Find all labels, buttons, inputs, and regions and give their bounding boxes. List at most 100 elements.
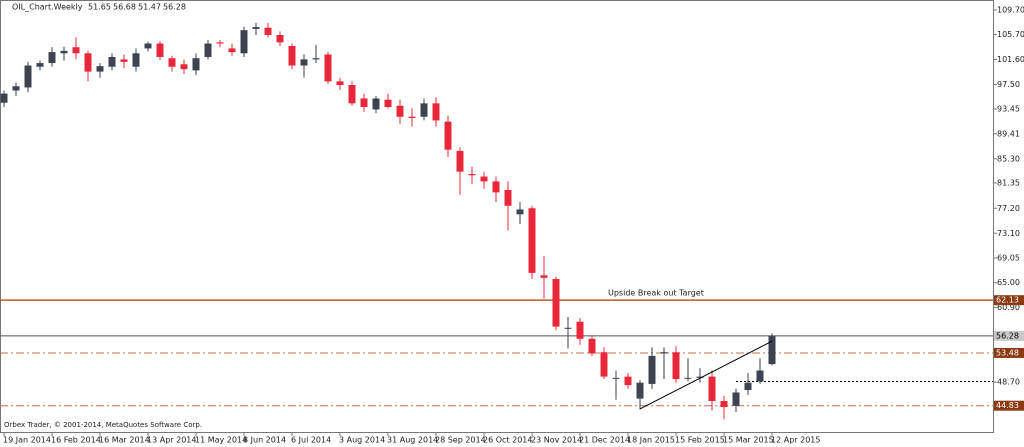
- level-label-bg: [994, 295, 1024, 306]
- candle-body: [84, 53, 92, 72]
- y-tick-label: 105.70: [997, 30, 1024, 39]
- candle-body: [432, 103, 440, 121]
- candle-body: [60, 50, 68, 54]
- candle-body: [696, 376, 704, 378]
- candle-body: [144, 43, 152, 49]
- y-tick-label: 69.05: [997, 253, 1020, 262]
- y-tick-label: 93.45: [997, 105, 1020, 114]
- candle-body: [408, 116, 416, 118]
- ohlc-close: 56.28: [163, 3, 186, 12]
- candle-body: [120, 59, 128, 62]
- candle-body: [108, 56, 116, 67]
- candle-body: [372, 98, 380, 110]
- ohlc-low: 51.47: [138, 3, 161, 12]
- x-tick-label: 3 Aug 2014: [339, 436, 385, 445]
- candle-body: [132, 53, 140, 67]
- y-tick-label: 73.10: [997, 229, 1020, 238]
- x-tick-label: 31 Aug 2014: [387, 436, 438, 445]
- candle-body: [348, 85, 356, 104]
- candle-body: [444, 121, 452, 150]
- candle-body: [396, 105, 404, 117]
- candle-body: [552, 279, 560, 327]
- candle-body: [264, 27, 272, 36]
- candle-body: [756, 370, 764, 382]
- candle-body: [228, 48, 236, 53]
- level-label-bg: [994, 330, 1024, 341]
- candle-body: [504, 189, 512, 206]
- candle-body: [72, 47, 80, 54]
- candle-body: [576, 321, 584, 339]
- ohlc-open: 51.65: [88, 3, 111, 12]
- candle-body: [180, 64, 188, 70]
- y-tick-label: 81.35: [997, 178, 1020, 187]
- candle-body: [192, 58, 200, 71]
- ohlc-high: 56.68: [113, 3, 136, 12]
- candle-body: [708, 376, 716, 402]
- candle-body: [312, 58, 320, 60]
- candle-body: [468, 174, 476, 176]
- candle-body: [624, 376, 632, 386]
- candle-body: [240, 30, 248, 54]
- candle-body: [96, 66, 104, 72]
- x-tick-label: 19 Jan 2014: [3, 436, 51, 445]
- candle-body: [24, 65, 32, 88]
- candle-body: [720, 401, 728, 408]
- candle-body: [540, 275, 548, 278]
- chart-title: OIL_Chart.Weekly: [12, 3, 83, 12]
- x-tick-label: 15 Feb 2015: [675, 436, 725, 445]
- candle-body: [384, 99, 392, 107]
- level-label-bg: [994, 347, 1024, 358]
- level-label: 56.28: [996, 331, 1019, 340]
- x-tick-label: 12 Apr 2015: [771, 436, 820, 445]
- x-tick-label: 26 Oct 2014: [483, 436, 532, 445]
- candle-body: [360, 98, 368, 107]
- candle-body: [48, 52, 56, 64]
- copyright: Orbex Trader, © 2001-2014, MetaQuotes So…: [4, 421, 202, 429]
- x-tick-label: 6 Jul 2014: [291, 436, 331, 445]
- plot-frame: [0, 0, 994, 433]
- candle-body: [684, 377, 692, 379]
- candle-body: [480, 176, 488, 182]
- y-tick-label: 48.70: [997, 378, 1020, 387]
- candle-body: [168, 58, 176, 67]
- candle-body: [528, 208, 536, 273]
- candle-body: [36, 63, 44, 67]
- level-label: 53.48: [996, 348, 1019, 357]
- y-tick-label: 101.60: [997, 55, 1024, 64]
- x-tick-label: 11 May 2014: [195, 436, 247, 445]
- candle-body: [660, 352, 668, 354]
- candle-body: [288, 45, 296, 66]
- candle-body: [588, 338, 596, 354]
- candle-body: [516, 209, 524, 215]
- y-tick-label: 109.70: [997, 6, 1024, 15]
- x-tick-label: 8 Jun 2014: [243, 436, 286, 445]
- level-label: 62.13: [996, 296, 1019, 305]
- annotation: Upside Break out Target: [608, 289, 704, 298]
- candle-body: [0, 93, 8, 103]
- y-tick-label: 97.50: [997, 80, 1020, 89]
- x-tick-label: 23 Nov 2014: [531, 436, 582, 445]
- x-tick-label: 13 Apr 2014: [147, 436, 196, 445]
- candle-body: [612, 377, 620, 379]
- x-tick-label: 18 Jan 2015: [627, 436, 675, 445]
- level-label: 44.83: [996, 401, 1019, 410]
- candle-body: [12, 86, 20, 91]
- candle-body: [252, 27, 260, 29]
- candle-body: [276, 35, 284, 43]
- y-tick-label: 65.00: [997, 278, 1020, 287]
- candle-body: [732, 392, 740, 406]
- trendline: [639, 340, 773, 410]
- candle-body: [336, 81, 344, 86]
- candle-body: [324, 54, 332, 82]
- level-label-bg: [994, 400, 1024, 411]
- candle-body: [216, 42, 224, 44]
- x-tick-label: 16 Mar 2014: [99, 436, 150, 445]
- candle-body: [636, 382, 644, 399]
- candle-body: [492, 181, 500, 193]
- candle-body: [600, 352, 608, 377]
- candle-body: [156, 43, 164, 57]
- candle-body: [744, 382, 752, 391]
- candle-body: [204, 43, 212, 57]
- candle-body: [456, 150, 464, 172]
